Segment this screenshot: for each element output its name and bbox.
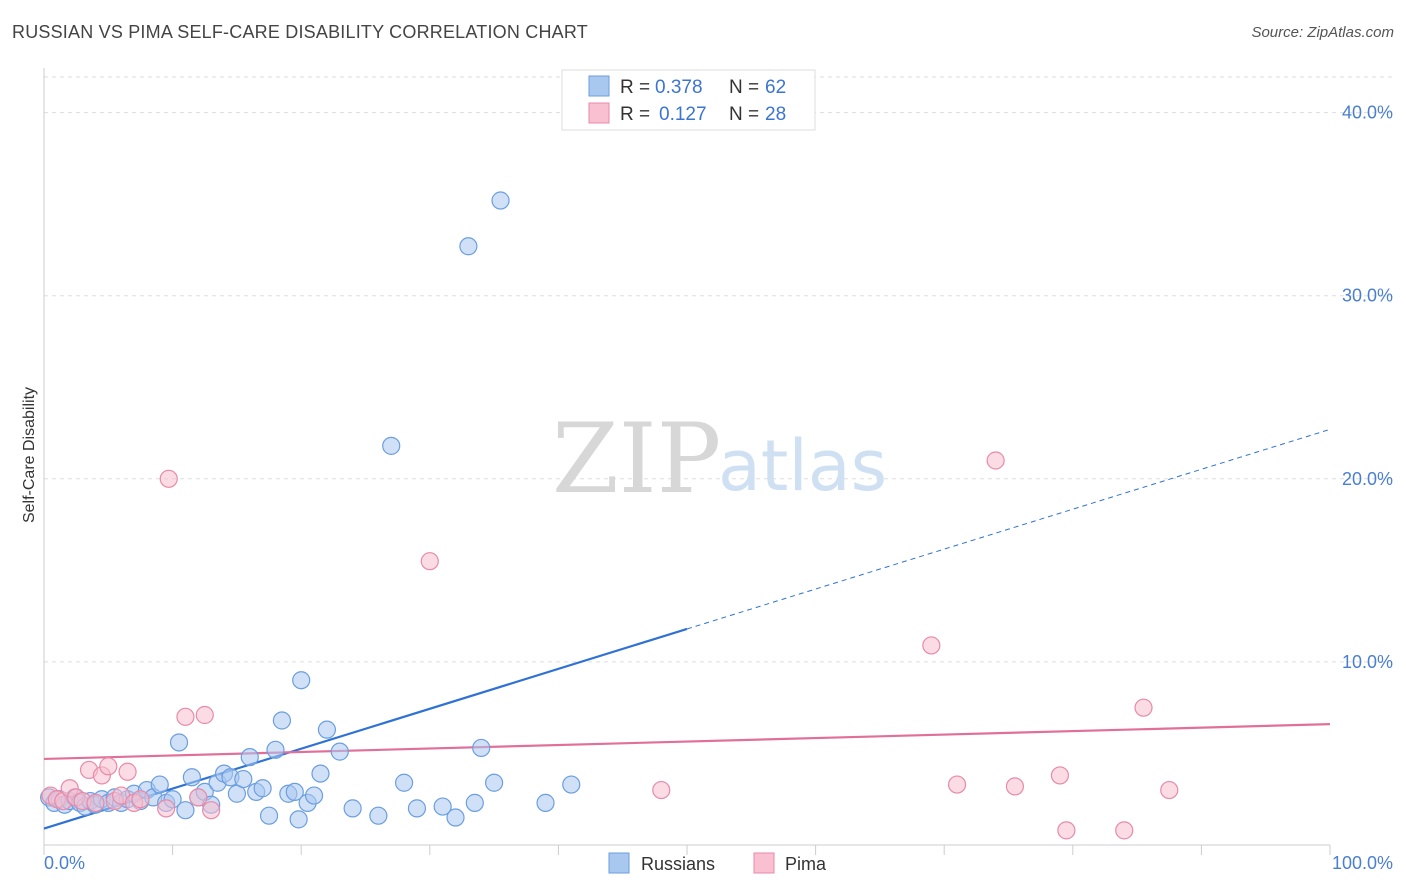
point-pima [1115,821,1134,840]
legend-r-label-pima: R = [620,104,655,125]
point-russians [465,793,484,812]
legend-swatch-pima [588,102,610,124]
point-russians [234,769,253,789]
bottom-legend-swatch-russians [608,852,630,874]
source-credit: Source: ZipAtlas.com [1251,24,1394,41]
y-tick-label: 10.0% [1342,652,1393,672]
grid-layer [44,76,1392,663]
point-russians [382,436,401,455]
legend-swatch-russians [588,75,610,97]
bottom-legend-swatch-pima [753,852,775,874]
y-tick-labels: 10.0% 20.0% 30.0% 40.0% [1342,103,1393,672]
point-russians [259,806,279,825]
point-russians [485,773,504,792]
point-pima [176,707,195,726]
chart-title: RUSSIAN VS PIMA SELF-CARE DISABILITY COR… [12,22,588,42]
y-tick-label: 30.0% [1342,286,1393,306]
watermark-atlas: atlas [718,425,887,507]
point-pima [922,636,941,655]
point-russians [169,733,189,752]
point-pima [1050,766,1070,785]
point-pima [131,790,150,809]
point-russians [304,786,324,805]
point-pima [159,469,178,488]
legend-r-value-russians: 0.378 [655,77,703,98]
y-tick-label: 40.0% [1342,103,1393,123]
point-pima [1057,821,1076,840]
point-pima [1160,780,1179,800]
trend-line-russians-extension [686,428,1331,630]
point-pima [1005,777,1025,796]
point-russians [343,799,362,818]
point-russians [472,738,491,758]
bottom-legend-label-russians: Russians [641,854,715,874]
point-pima [86,793,105,812]
point-russians [240,748,259,767]
point-russians [394,773,414,792]
point-pima [986,451,1005,470]
bottom-legend-label-pima: Pima [785,854,827,874]
point-russians [253,779,272,798]
point-russians [407,799,427,818]
y-tick-label: 20.0% [1342,469,1393,489]
point-russians [150,775,169,794]
point-russians [266,740,285,759]
axes-layer [43,68,1331,855]
legend-r-value-pima: 0.127 [659,104,707,125]
point-russians [289,810,308,829]
point-pima [99,757,118,776]
point-pima [202,801,221,820]
point-pima [652,780,671,800]
point-russians [311,764,330,783]
point-pima [157,799,176,818]
data-points [40,191,1179,840]
point-russians [317,720,337,739]
point-pima [118,762,137,781]
point-russians [330,742,349,761]
point-russians [459,237,478,256]
point-russians [292,671,311,690]
legend-n-value-russians: 62 [765,77,786,98]
legend: R = 0.378 N = 62 R = 0.127 N = 28 [561,69,816,131]
point-russians [182,768,201,787]
point-russians [369,806,388,825]
point-russians [491,191,510,210]
y-axis-label: Self-Care Disability [21,387,38,523]
legend-r-label-russians: R = [620,77,655,98]
point-russians [285,782,304,802]
legend-n-label-russians: N = [729,77,764,98]
point-russians [433,797,452,816]
watermark-zip: ZIP [552,403,721,515]
point-russians [446,808,465,827]
legend-n-value-pima: 28 [765,104,786,125]
point-russians [562,775,581,794]
x-tick-label-max: 100.0% [1332,853,1393,873]
point-pima [189,788,208,807]
point-pima [1134,698,1153,717]
point-russians [176,801,195,820]
x-tick-label-min: 0.0% [44,853,85,873]
bottom-legend: Russians Pima [608,852,827,874]
point-pima [947,775,967,794]
point-russians [272,711,292,730]
legend-n-label-pima: N = [729,104,764,125]
watermark: ZIP atlas [552,403,887,515]
point-pima [420,552,439,571]
point-russians [536,793,555,812]
trend-line-pima [43,723,1331,761]
point-pima [195,705,214,725]
